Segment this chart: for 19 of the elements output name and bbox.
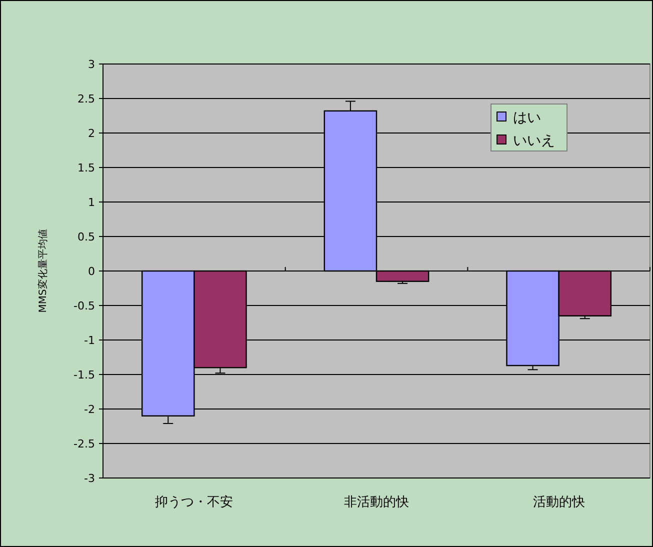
- ytick-label: -2: [84, 403, 95, 416]
- ytick-label: 1: [88, 196, 95, 209]
- ytick-label: -1: [84, 334, 95, 347]
- legend-label: はい: [513, 110, 541, 126]
- ytick-label: 0.5: [78, 230, 95, 244]
- ytick-label: -0.5: [74, 300, 95, 312]
- ytick-label: 2.5: [78, 92, 95, 106]
- ytick-label: 3: [88, 58, 95, 71]
- xtick-label: 抑うつ・不安: [155, 495, 234, 510]
- ytick-label: -3: [84, 472, 95, 485]
- ytick-label: -2.5: [74, 438, 95, 450]
- ytick-label: 0: [88, 265, 95, 278]
- ytick-label: 1.5: [78, 162, 95, 174]
- legend-label: いいえ: [513, 133, 555, 149]
- xtick-label: 活動的快: [532, 495, 585, 510]
- ytick-label: -1.5: [74, 368, 95, 382]
- ytick-label: 2: [88, 127, 95, 140]
- ylabel: MMS変化量平均値: [38, 229, 49, 313]
- xtick-label: 非活動的快: [344, 495, 409, 510]
